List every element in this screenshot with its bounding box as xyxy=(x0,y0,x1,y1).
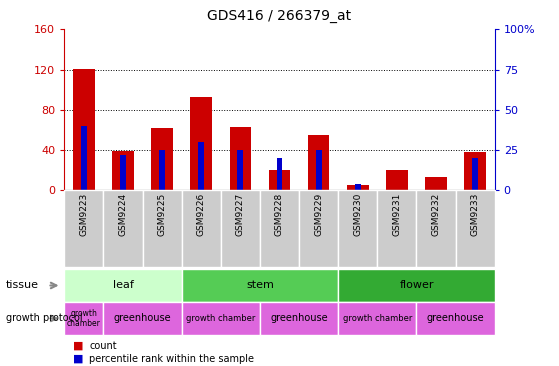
Bar xyxy=(151,128,173,190)
Bar xyxy=(347,185,368,190)
Bar xyxy=(103,190,143,267)
Bar xyxy=(316,150,321,190)
Bar xyxy=(416,190,456,267)
Bar xyxy=(182,269,338,302)
Bar xyxy=(338,302,416,335)
Text: greenhouse: greenhouse xyxy=(270,313,328,324)
Text: GSM9227: GSM9227 xyxy=(236,193,245,236)
Bar xyxy=(386,170,408,190)
Text: GSM9231: GSM9231 xyxy=(392,193,401,236)
Bar xyxy=(238,150,243,190)
Text: GSM9228: GSM9228 xyxy=(275,193,284,236)
Bar xyxy=(260,302,338,335)
Bar xyxy=(425,177,447,190)
Bar xyxy=(277,158,282,190)
Text: growth chamber: growth chamber xyxy=(186,314,255,323)
Text: GSM9224: GSM9224 xyxy=(119,193,127,236)
Bar xyxy=(465,152,486,190)
Bar xyxy=(73,68,94,190)
Bar xyxy=(221,190,260,267)
Bar xyxy=(64,190,103,267)
Text: tissue: tissue xyxy=(6,280,39,291)
Bar xyxy=(338,269,495,302)
Text: GSM9226: GSM9226 xyxy=(197,193,206,236)
Text: growth
chamber: growth chamber xyxy=(67,309,101,328)
Bar xyxy=(456,190,495,267)
Bar xyxy=(260,190,299,267)
Text: GSM9225: GSM9225 xyxy=(158,193,167,236)
Bar xyxy=(308,135,329,190)
Bar xyxy=(64,302,103,335)
Text: count: count xyxy=(89,341,117,351)
Bar xyxy=(112,151,134,190)
Bar xyxy=(299,190,338,267)
Bar xyxy=(472,158,478,190)
Text: growth chamber: growth chamber xyxy=(343,314,412,323)
Bar xyxy=(182,302,260,335)
Bar xyxy=(416,302,495,335)
Bar xyxy=(103,302,182,335)
Bar xyxy=(182,190,221,267)
Text: ■: ■ xyxy=(73,354,83,364)
Bar xyxy=(81,126,87,190)
Text: growth protocol: growth protocol xyxy=(6,313,82,324)
Bar xyxy=(269,170,290,190)
Bar xyxy=(377,190,416,267)
Text: GSM9229: GSM9229 xyxy=(314,193,323,236)
Text: GSM9232: GSM9232 xyxy=(432,193,440,236)
Text: GSM9223: GSM9223 xyxy=(79,193,88,236)
Text: GDS416 / 266379_at: GDS416 / 266379_at xyxy=(207,9,352,23)
Bar xyxy=(191,97,212,190)
Bar xyxy=(198,142,204,190)
Bar xyxy=(143,190,182,267)
Text: GSM9233: GSM9233 xyxy=(471,193,480,236)
Bar xyxy=(338,190,377,267)
Bar xyxy=(120,155,126,190)
Bar xyxy=(64,269,182,302)
Bar xyxy=(230,127,251,190)
Text: greenhouse: greenhouse xyxy=(113,313,172,324)
Text: greenhouse: greenhouse xyxy=(427,313,485,324)
Text: leaf: leaf xyxy=(112,280,134,291)
Text: ■: ■ xyxy=(73,341,83,351)
Text: stem: stem xyxy=(246,280,274,291)
Text: flower: flower xyxy=(399,280,434,291)
Bar xyxy=(355,184,361,190)
Bar xyxy=(159,150,165,190)
Text: GSM9230: GSM9230 xyxy=(353,193,362,236)
Text: percentile rank within the sample: percentile rank within the sample xyxy=(89,354,254,364)
